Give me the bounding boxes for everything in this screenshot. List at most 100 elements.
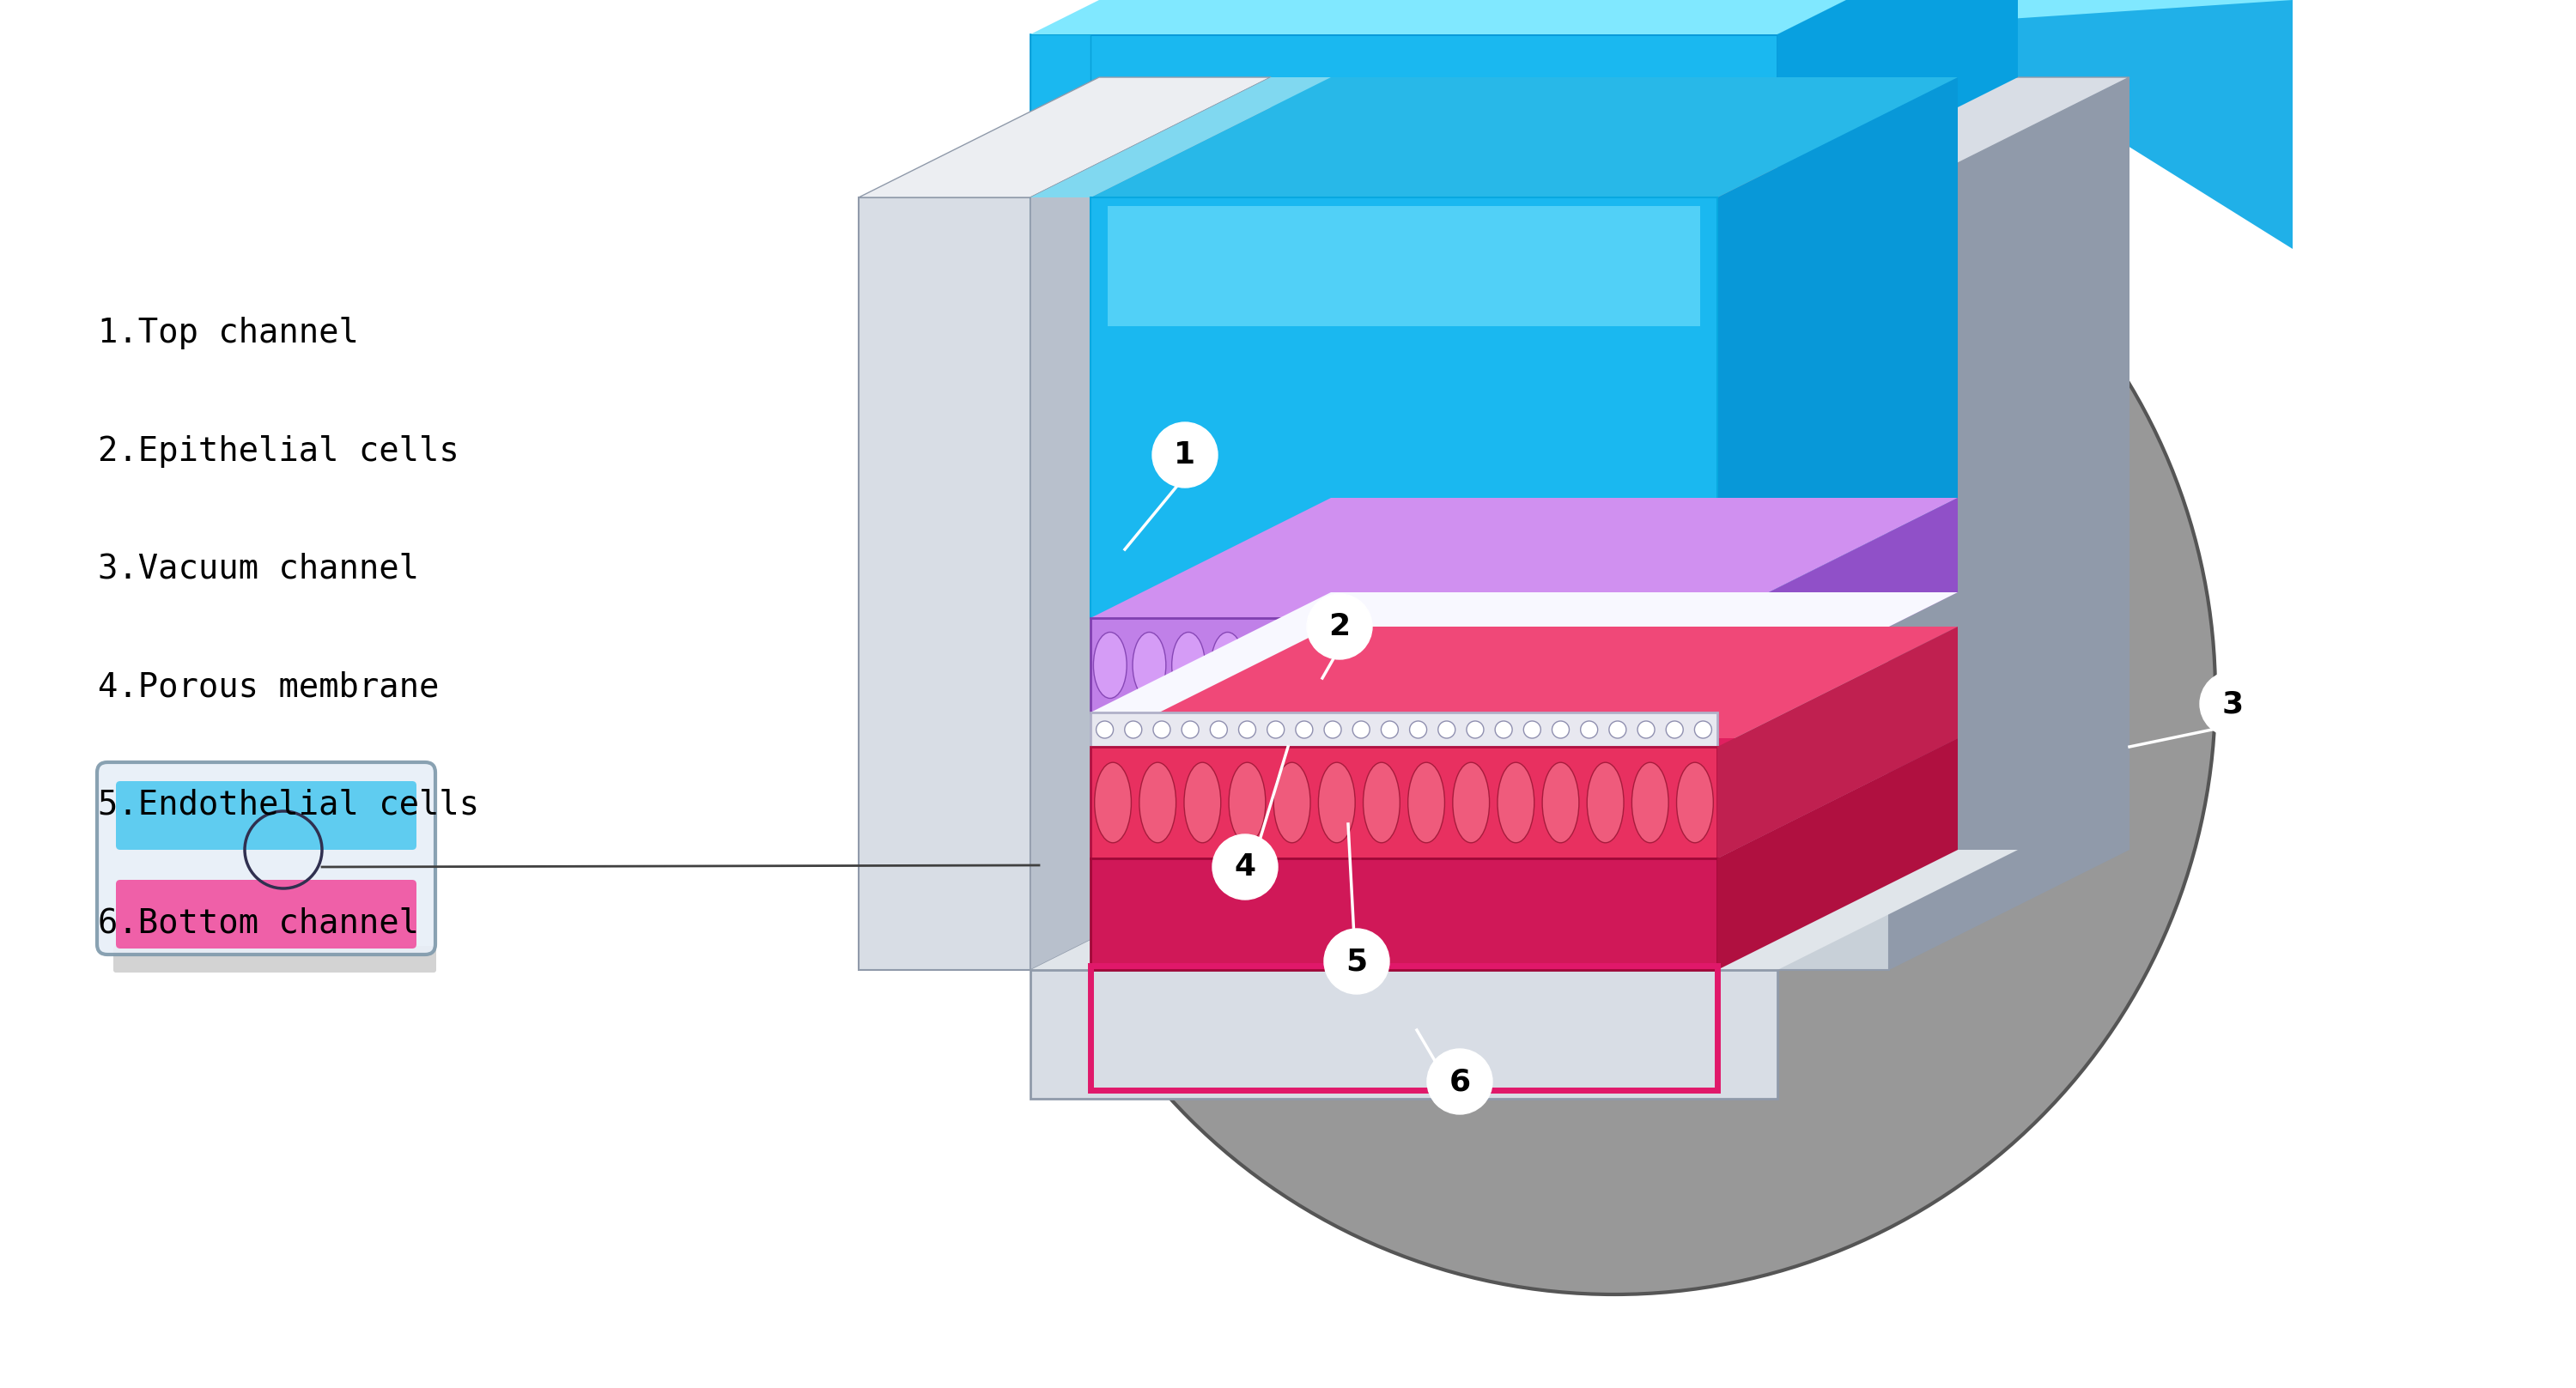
Ellipse shape bbox=[1677, 762, 1713, 843]
Polygon shape bbox=[1030, 78, 1332, 197]
Ellipse shape bbox=[1602, 632, 1636, 698]
Ellipse shape bbox=[1133, 632, 1167, 698]
Polygon shape bbox=[1270, 0, 2017, 78]
Polygon shape bbox=[1718, 738, 1958, 970]
Circle shape bbox=[2200, 672, 2264, 737]
Polygon shape bbox=[1030, 35, 1777, 197]
Circle shape bbox=[1551, 720, 1569, 738]
Ellipse shape bbox=[1273, 762, 1311, 843]
Circle shape bbox=[1267, 720, 1285, 738]
Ellipse shape bbox=[1363, 762, 1399, 843]
Ellipse shape bbox=[1406, 632, 1440, 698]
Polygon shape bbox=[1718, 498, 1958, 712]
Polygon shape bbox=[1030, 197, 1090, 618]
Circle shape bbox=[1097, 720, 1113, 738]
Circle shape bbox=[1126, 720, 1141, 738]
Ellipse shape bbox=[1641, 632, 1674, 698]
Polygon shape bbox=[1090, 78, 1958, 197]
Polygon shape bbox=[1718, 78, 2130, 197]
Text: 2.Epithelial cells: 2.Epithelial cells bbox=[98, 434, 459, 468]
Polygon shape bbox=[1888, 78, 2130, 970]
Ellipse shape bbox=[1291, 632, 1321, 698]
Polygon shape bbox=[858, 197, 1030, 970]
Polygon shape bbox=[858, 78, 1270, 197]
Ellipse shape bbox=[1229, 762, 1265, 843]
Ellipse shape bbox=[1172, 632, 1206, 698]
Text: 3: 3 bbox=[2221, 690, 2244, 719]
Circle shape bbox=[1211, 720, 1226, 738]
Ellipse shape bbox=[1211, 632, 1244, 698]
Text: 6.Bottom channel: 6.Bottom channel bbox=[98, 906, 420, 940]
Circle shape bbox=[1522, 720, 1540, 738]
Circle shape bbox=[1409, 720, 1427, 738]
Circle shape bbox=[1352, 720, 1370, 738]
Circle shape bbox=[1437, 720, 1455, 738]
Polygon shape bbox=[1030, 78, 1270, 970]
Ellipse shape bbox=[1587, 762, 1623, 843]
Ellipse shape bbox=[1185, 762, 1221, 843]
Ellipse shape bbox=[1525, 632, 1558, 698]
Polygon shape bbox=[2017, 0, 2293, 248]
Polygon shape bbox=[1090, 593, 1958, 712]
Ellipse shape bbox=[1453, 762, 1489, 843]
Text: 4.Porous membrane: 4.Porous membrane bbox=[98, 670, 438, 704]
Polygon shape bbox=[1030, 35, 1090, 197]
Text: 1: 1 bbox=[1175, 440, 1195, 469]
Text: 2: 2 bbox=[1329, 612, 1350, 641]
Polygon shape bbox=[1718, 78, 1958, 618]
Ellipse shape bbox=[1497, 762, 1535, 843]
Text: 4: 4 bbox=[1234, 852, 1257, 881]
Polygon shape bbox=[1030, 0, 2017, 35]
Polygon shape bbox=[1030, 970, 1777, 1099]
Circle shape bbox=[1151, 422, 1218, 487]
Circle shape bbox=[1239, 720, 1255, 738]
FancyBboxPatch shape bbox=[116, 781, 417, 849]
Circle shape bbox=[1213, 834, 1278, 899]
Text: 1.Top channel: 1.Top channel bbox=[98, 316, 358, 350]
Ellipse shape bbox=[1249, 632, 1283, 698]
Circle shape bbox=[1466, 720, 1484, 738]
Circle shape bbox=[1695, 720, 1710, 738]
Circle shape bbox=[1427, 1049, 1492, 1115]
Ellipse shape bbox=[1564, 632, 1597, 698]
Ellipse shape bbox=[1368, 632, 1401, 698]
Ellipse shape bbox=[1682, 632, 1716, 698]
Circle shape bbox=[1296, 720, 1314, 738]
Text: 5.Endothelial cells: 5.Endothelial cells bbox=[98, 788, 479, 822]
Polygon shape bbox=[1090, 858, 1718, 970]
Ellipse shape bbox=[1319, 762, 1355, 843]
Polygon shape bbox=[1718, 626, 1958, 858]
Polygon shape bbox=[1718, 197, 1888, 970]
Polygon shape bbox=[1090, 197, 1718, 618]
Circle shape bbox=[1582, 720, 1597, 738]
Circle shape bbox=[1324, 720, 1342, 738]
Circle shape bbox=[1012, 93, 2215, 1295]
Polygon shape bbox=[1090, 738, 1958, 858]
Polygon shape bbox=[1108, 205, 1700, 326]
Ellipse shape bbox=[1486, 632, 1517, 698]
Circle shape bbox=[1667, 720, 1682, 738]
Ellipse shape bbox=[1445, 632, 1479, 698]
FancyBboxPatch shape bbox=[98, 762, 435, 955]
Ellipse shape bbox=[1409, 762, 1445, 843]
Circle shape bbox=[1324, 929, 1388, 994]
Ellipse shape bbox=[1631, 762, 1669, 843]
Text: 5: 5 bbox=[1345, 947, 1368, 976]
Text: 6: 6 bbox=[1448, 1067, 1471, 1097]
Polygon shape bbox=[1777, 0, 2532, 35]
Circle shape bbox=[1610, 720, 1625, 738]
Ellipse shape bbox=[1092, 632, 1126, 698]
Polygon shape bbox=[1777, 0, 2017, 197]
Circle shape bbox=[1154, 720, 1170, 738]
Text: 3.Vacuum channel: 3.Vacuum channel bbox=[98, 552, 420, 586]
Circle shape bbox=[1381, 720, 1399, 738]
Ellipse shape bbox=[1543, 762, 1579, 843]
Polygon shape bbox=[1090, 498, 1958, 618]
FancyBboxPatch shape bbox=[116, 880, 417, 948]
Polygon shape bbox=[1090, 712, 1718, 747]
Polygon shape bbox=[1090, 747, 1718, 858]
Circle shape bbox=[1306, 594, 1373, 659]
Ellipse shape bbox=[1095, 762, 1131, 843]
Polygon shape bbox=[1090, 618, 1718, 712]
Ellipse shape bbox=[1329, 632, 1363, 698]
